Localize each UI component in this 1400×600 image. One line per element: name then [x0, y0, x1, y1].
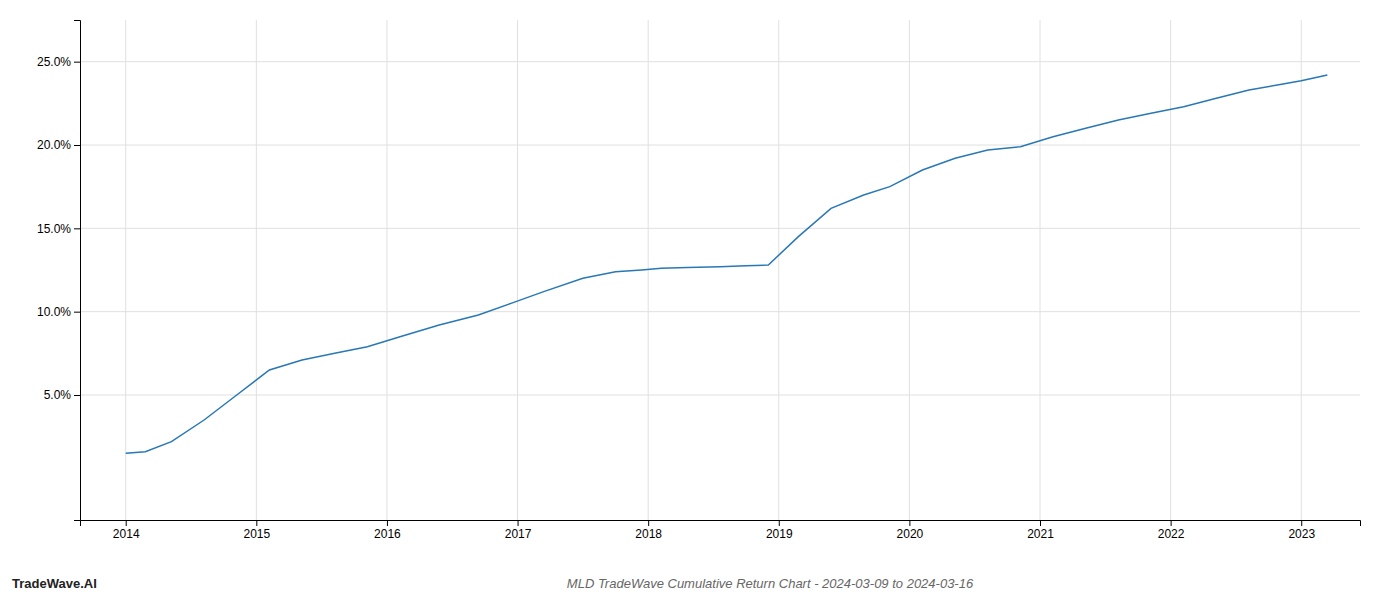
x-tick: 2016 — [374, 520, 401, 541]
x-grid-line — [909, 20, 910, 520]
x-tick-label: 2015 — [243, 527, 270, 541]
x-tick-label: 2014 — [113, 527, 140, 541]
x-axis: 2014 2015 2016 2017 2018 2019 2020 2021 2022 2023 — [81, 520, 1361, 541]
x-tick-mark — [909, 520, 910, 526]
plot-area — [126, 75, 1328, 453]
x-tick-label: 2016 — [374, 527, 401, 541]
x-tick: 2021 — [1027, 520, 1054, 541]
chart-svg: 2014 2015 2016 2017 2018 2019 2020 2021 2022 2023… — [0, 0, 1400, 600]
x-tick-mark — [1040, 520, 1041, 526]
y-tick-mark — [74, 312, 80, 313]
x-grid-line — [1301, 20, 1302, 520]
y-axis-line — [74, 21, 81, 521]
y-tick: 15.0% — [37, 222, 80, 236]
y-tick-label: 15.0% — [37, 222, 71, 236]
x-tick: 2017 — [505, 520, 532, 541]
y-tick-label: 25.0% — [37, 55, 71, 69]
x-tick: 2018 — [635, 520, 662, 541]
x-tick: 2014 — [113, 520, 140, 541]
y-grid-line — [80, 228, 1360, 229]
x-grid-line — [517, 20, 518, 520]
x-grid-line — [256, 20, 257, 520]
y-grid-line — [80, 61, 1360, 62]
x-tick-label: 2018 — [635, 527, 662, 541]
chart-container: 2014 2015 2016 2017 2018 2019 2020 2021 2022 2023… — [0, 0, 1400, 600]
y-tick: 10.0% — [37, 305, 80, 319]
x-tick-mark — [387, 520, 388, 526]
y-tick-label: 20.0% — [37, 138, 71, 152]
y-tick: 5.0% — [44, 388, 80, 402]
x-tick: 2020 — [897, 520, 924, 541]
y-tick: 25.0% — [37, 55, 80, 69]
grid — [80, 20, 1360, 520]
x-tick: 2023 — [1288, 520, 1315, 541]
y-grid-line — [80, 311, 1360, 312]
x-tick: 2022 — [1158, 520, 1185, 541]
y-tick-mark — [74, 145, 80, 146]
y-tick-mark — [74, 62, 80, 63]
x-tick-mark — [1171, 520, 1172, 526]
x-grid-line — [125, 20, 126, 520]
y-tick-label: 10.0% — [37, 305, 71, 319]
x-axis-line — [81, 521, 1361, 527]
x-tick-label: 2022 — [1158, 527, 1185, 541]
y-tick-mark — [74, 395, 80, 396]
x-tick-label: 2023 — [1288, 527, 1315, 541]
y-grid-line — [80, 145, 1360, 146]
y-tick: 20.0% — [37, 138, 80, 152]
x-tick-label: 2017 — [505, 527, 532, 541]
x-tick-mark — [126, 520, 127, 526]
x-tick-mark — [256, 520, 257, 526]
line — [126, 75, 1328, 453]
x-grid-line — [1170, 20, 1171, 520]
annotation: TradeWave.AI — [12, 576, 97, 591]
x-grid-line — [1040, 20, 1041, 520]
x-tick-mark — [648, 520, 649, 526]
y-tick-mark — [74, 228, 80, 229]
x-tick: 2015 — [243, 520, 270, 541]
x-tick-mark — [779, 520, 780, 526]
x-tick-mark — [1301, 520, 1302, 526]
x-tick-mark — [518, 520, 519, 526]
title: MLD TradeWave Cumulative Return Chart - … — [567, 576, 974, 591]
x-grid-line — [386, 20, 387, 520]
y-axis: 5.0% 10.0% 15.0% 20.0% 25.0% — [37, 21, 81, 521]
y-tick-label: 5.0% — [44, 388, 72, 402]
x-tick-label: 2019 — [766, 527, 793, 541]
y-grid-line — [80, 395, 1360, 396]
x-tick-label: 2021 — [1027, 527, 1054, 541]
x-grid-line — [778, 20, 779, 520]
x-tick-label: 2020 — [897, 527, 924, 541]
x-tick: 2019 — [766, 520, 793, 541]
